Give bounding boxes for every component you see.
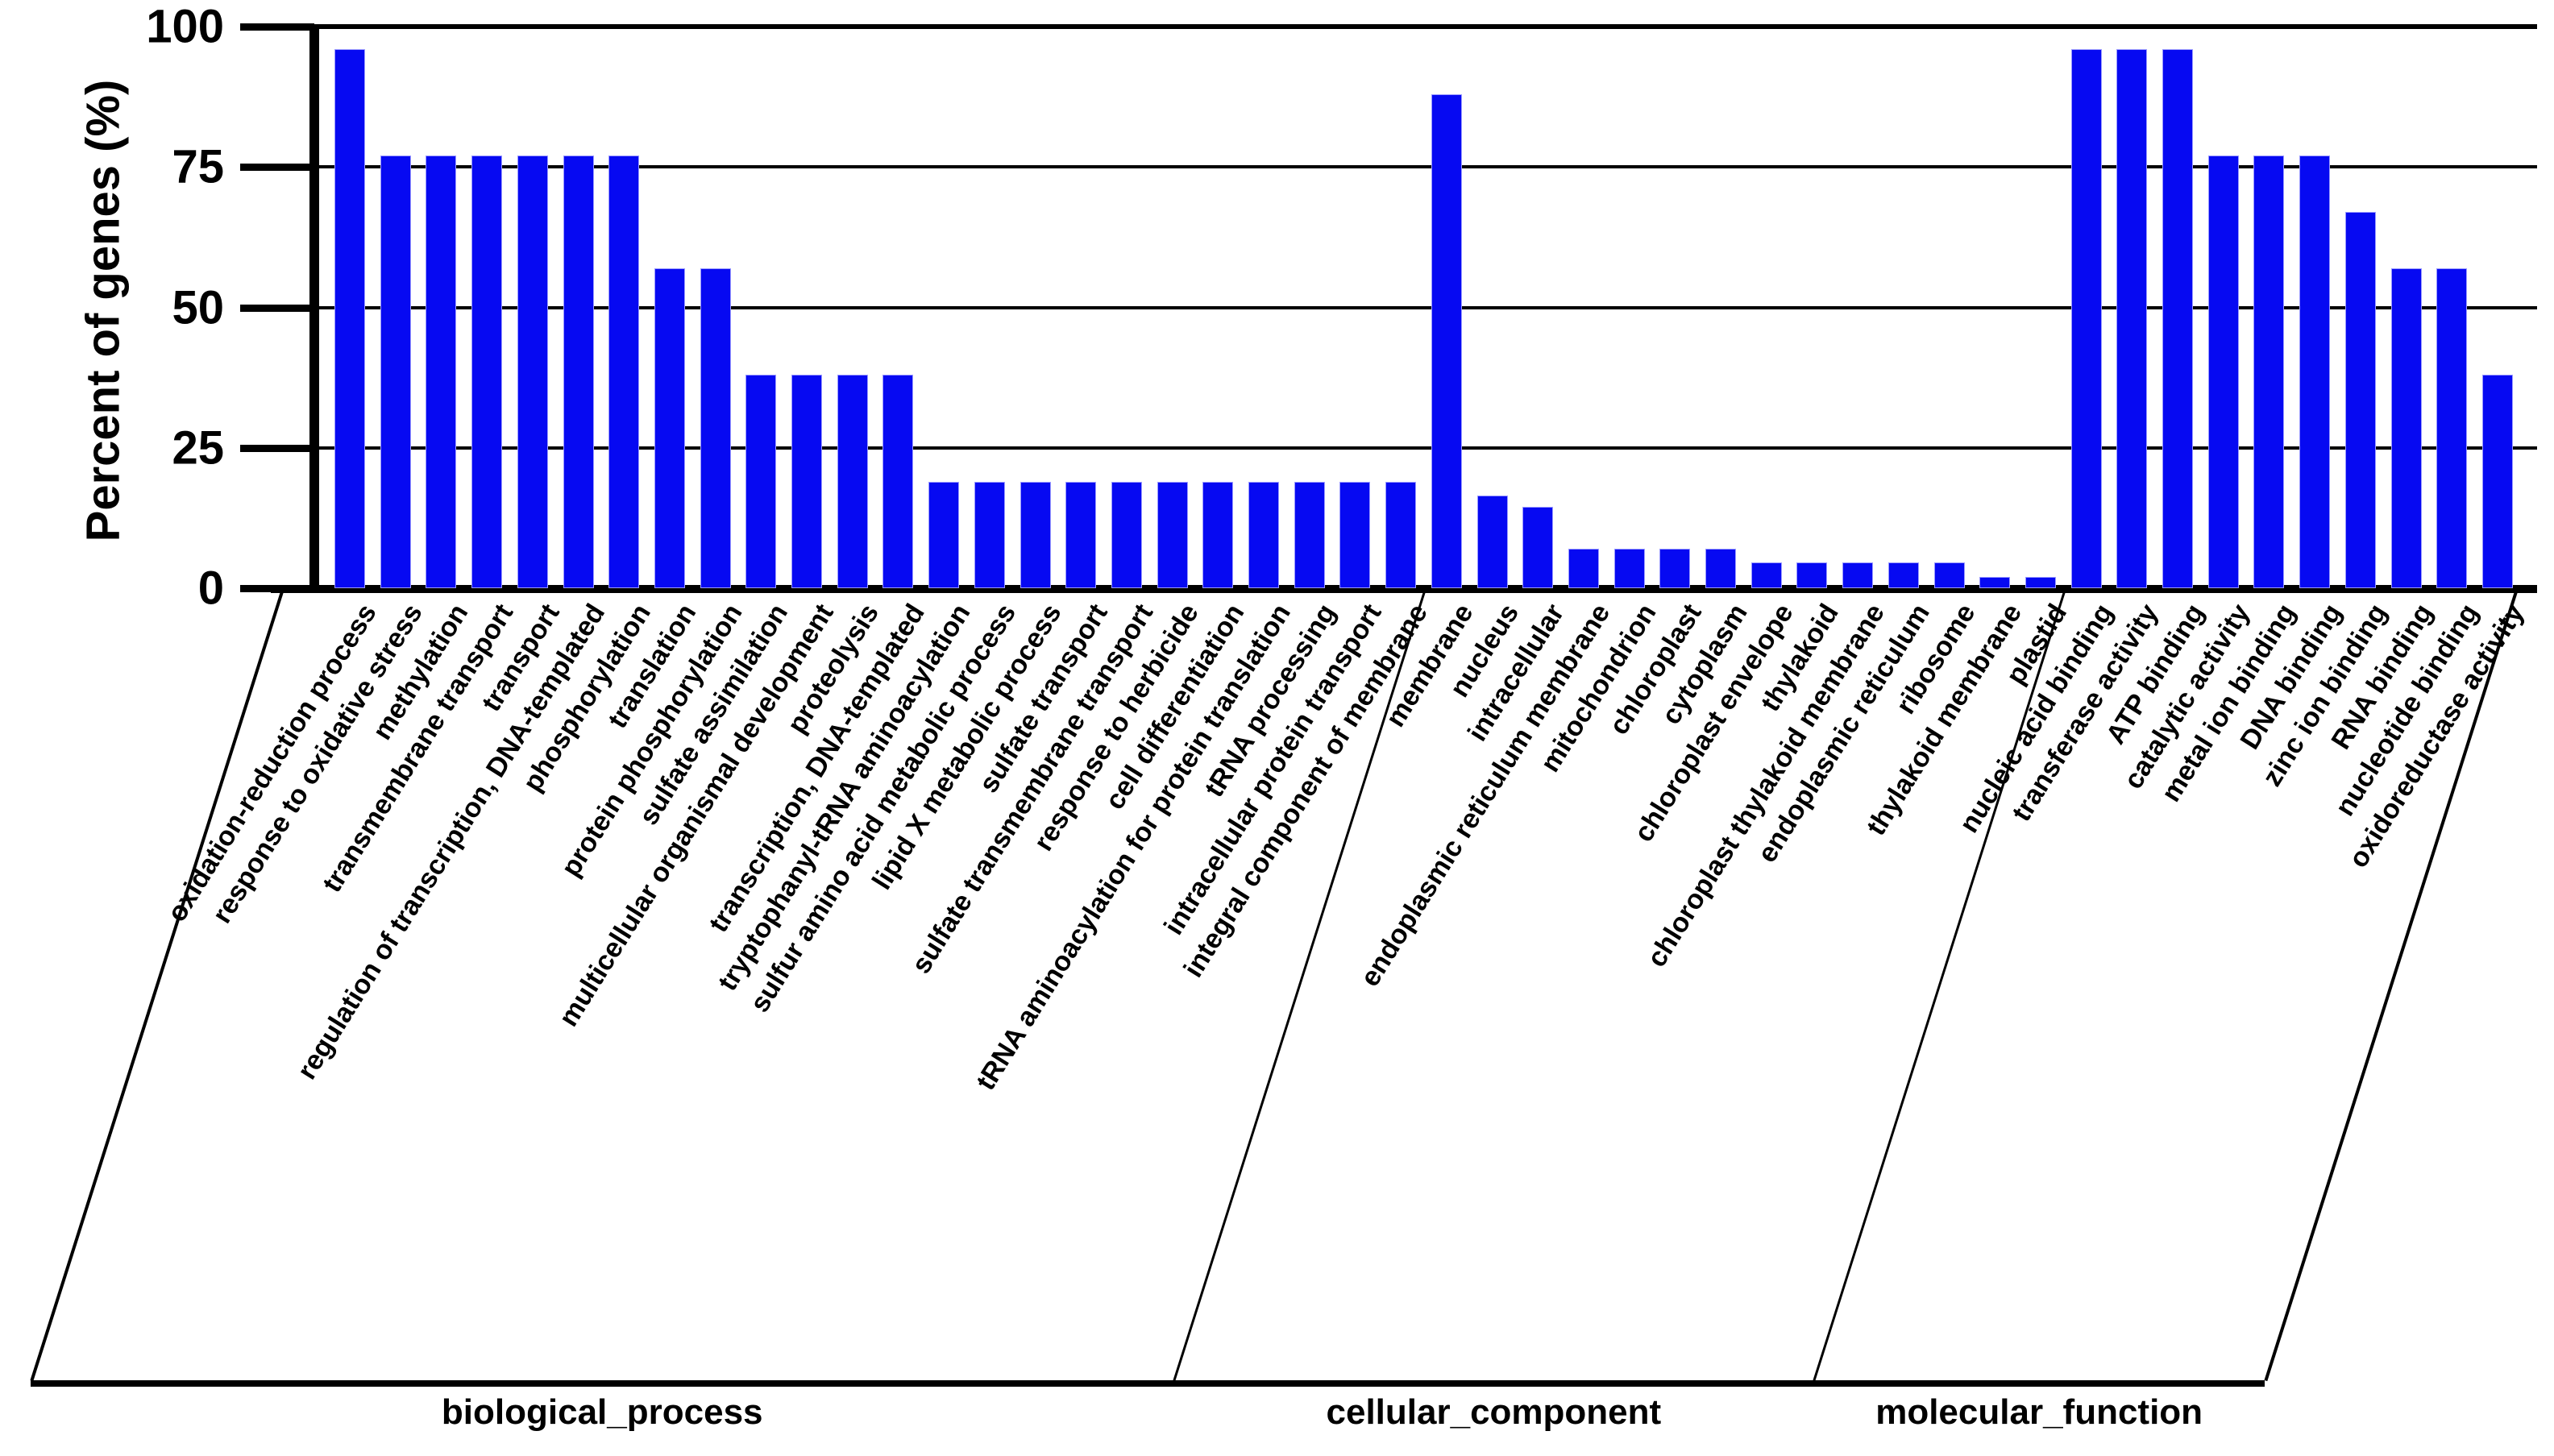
bar-endoplasmic-reticulum-membrane bbox=[1568, 549, 1599, 588]
bar-multicellular-organismal-development bbox=[791, 375, 822, 588]
bar-regulation-of-transcription-dna-templated bbox=[563, 156, 594, 588]
label-area-left-edge bbox=[30, 591, 284, 1382]
bar-tryptophanyl-trna-aminoacylation bbox=[928, 481, 960, 588]
bar-transmembrane-transport bbox=[471, 156, 503, 588]
y-tick bbox=[240, 23, 314, 31]
x-axis-baseline bbox=[271, 585, 2537, 593]
y-tick-label: 25 bbox=[172, 421, 224, 475]
y-tick bbox=[240, 164, 314, 172]
bar-cytoplasm bbox=[1705, 549, 1736, 588]
bar-intracellular-protein-transport bbox=[1339, 481, 1371, 588]
bar-transcription-dna-templated bbox=[882, 375, 914, 588]
bar-chloroplast bbox=[1659, 549, 1691, 588]
y-axis-line bbox=[309, 24, 319, 593]
bar-metal-ion-binding bbox=[2253, 156, 2285, 588]
gridline bbox=[314, 305, 2537, 309]
bar-cell-differentiation bbox=[1202, 481, 1234, 588]
bar-oxidation-reduction-process bbox=[334, 48, 365, 588]
bar-phosphorylation bbox=[608, 156, 640, 588]
bar-transferase-activity bbox=[2116, 48, 2148, 588]
bar-rna-binding bbox=[2390, 268, 2422, 588]
bar-mitochondrion bbox=[1613, 549, 1645, 588]
y-tick-label: 0 bbox=[197, 562, 224, 615]
category-label-molecular_function: molecular_function bbox=[1875, 1392, 2203, 1432]
y-tick-label: 50 bbox=[172, 281, 224, 334]
bar-chloroplast-thylakoid-membrane bbox=[1842, 562, 1874, 588]
bar-atp-binding bbox=[2162, 48, 2193, 588]
bar-response-to-oxidative-stress bbox=[380, 156, 411, 588]
category-label-biological_process: biological_process bbox=[441, 1392, 763, 1432]
gridline bbox=[314, 446, 2537, 450]
bar-nucleus bbox=[1476, 495, 1508, 588]
y-tick bbox=[240, 304, 314, 312]
bar-sulfate-transport bbox=[1065, 481, 1097, 588]
bar-membrane bbox=[1431, 93, 1462, 588]
plot-top-frame bbox=[309, 24, 2537, 29]
bar-intracellular bbox=[1522, 506, 1554, 588]
bar-transport bbox=[517, 156, 548, 588]
bar-response-to-herbicide bbox=[1157, 481, 1188, 588]
bar-plastid bbox=[2025, 577, 2056, 588]
bar-sulfate-transmembrane-transport bbox=[1111, 481, 1142, 588]
bar-sulfur-amino-acid-metabolic-process bbox=[974, 481, 1005, 588]
bar-protein-phosphorylation bbox=[700, 268, 731, 588]
bar-dna-binding bbox=[2299, 156, 2331, 588]
bar-thylakoid-membrane bbox=[1979, 577, 2011, 588]
bar-ribosome bbox=[1933, 562, 1965, 588]
bar-sulfate-assimilation bbox=[745, 375, 777, 588]
label-area-bottom-edge bbox=[31, 1380, 2265, 1387]
bar-trna-aminoacylation-for-protein-translation bbox=[1248, 481, 1279, 588]
bar-thylakoid bbox=[1796, 562, 1828, 588]
bar-oxidoreductase-activity bbox=[2481, 375, 2513, 588]
y-tick bbox=[240, 444, 314, 452]
bar-zinc-ion-binding bbox=[2344, 212, 2376, 588]
bar-chloroplast-envelope bbox=[1750, 562, 1782, 588]
bar-nucleotide-binding bbox=[2436, 268, 2468, 588]
bar-endoplasmic-reticulum bbox=[1887, 562, 1919, 588]
bar-catalytic-activity bbox=[2207, 156, 2239, 588]
bar-proteolysis bbox=[837, 375, 868, 588]
y-tick bbox=[240, 585, 314, 592]
y-tick-label: 75 bbox=[172, 140, 224, 193]
bar-nucleic-acid-binding bbox=[2070, 48, 2102, 588]
bar-methylation bbox=[426, 156, 457, 588]
bar-translation bbox=[654, 268, 685, 588]
y-tick-label: 100 bbox=[146, 0, 224, 53]
bar-trna-processing bbox=[1294, 481, 1325, 588]
bar-integral-component-of-membrane bbox=[1385, 481, 1417, 588]
category-label-cellular_component: cellular_component bbox=[1326, 1392, 1662, 1432]
gridline bbox=[314, 165, 2537, 169]
bar-lipid-x-metabolic-process bbox=[1020, 481, 1051, 588]
